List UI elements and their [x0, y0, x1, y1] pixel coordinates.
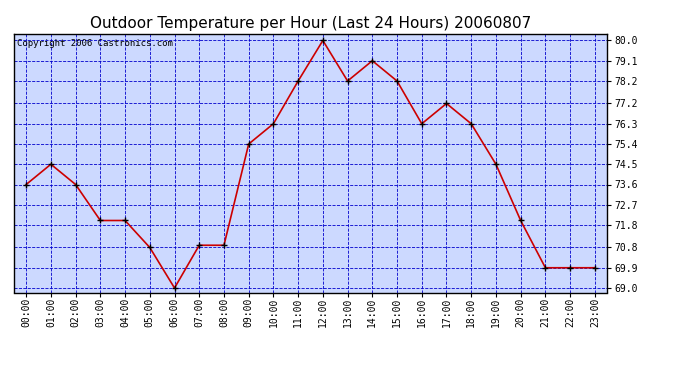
- Text: Copyright 2006 Castronics.com: Copyright 2006 Castronics.com: [17, 39, 172, 48]
- Title: Outdoor Temperature per Hour (Last 24 Hours) 20060807: Outdoor Temperature per Hour (Last 24 Ho…: [90, 16, 531, 31]
